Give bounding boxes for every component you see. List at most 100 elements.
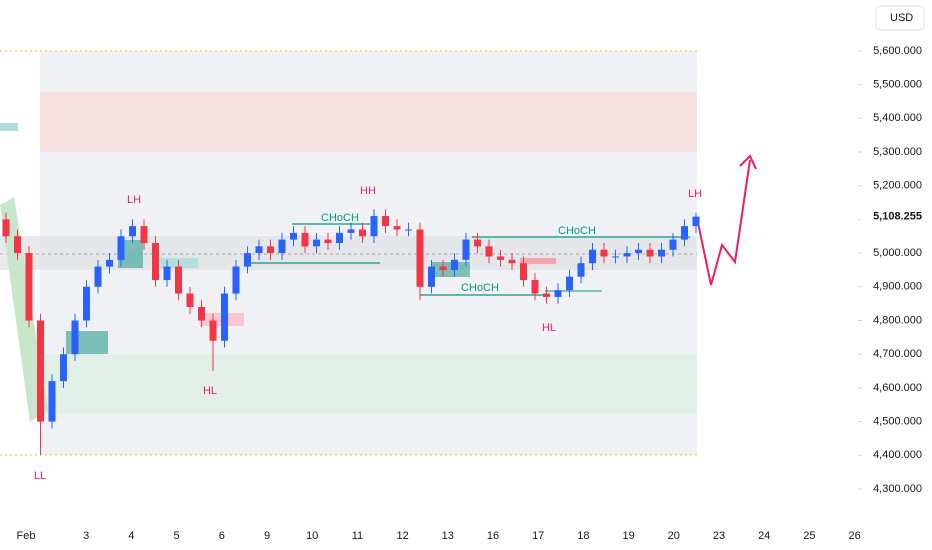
candle-body [589,249,596,264]
candle-body [428,266,435,287]
y-tick-label: 4,300.000 [873,483,922,495]
structure-label: LH [127,194,141,206]
y-tick-label: 4,900.000 [873,281,922,293]
candle-body [485,246,493,257]
candle-body [255,246,263,254]
candle-body [543,293,550,297]
y-tick-label: 5,600.000 [873,45,922,57]
candle-body [658,249,665,257]
currency-button[interactable] [875,5,925,31]
candle-body [554,290,562,297]
x-tick-label: 12 [396,530,408,542]
y-tick-label: 5,400.000 [873,112,922,124]
candle-body [600,249,608,257]
y-tick-label: 4,500.000 [873,416,922,428]
candle-body [152,242,159,281]
candle-body [244,253,251,267]
channel [0,197,48,422]
candle-body [416,229,424,287]
x-tick-label: 9 [264,530,270,542]
order-block [152,258,198,268]
candle-body [669,239,677,250]
candle-body [60,354,67,382]
candle-body [37,320,44,422]
candle-body [531,280,539,294]
x-tick-label: 5 [174,530,180,542]
candle-body [393,226,401,230]
candle-body [186,293,194,308]
x-tick-label: 24 [758,530,770,542]
candle-body [497,256,504,260]
candle-body [129,226,136,237]
candle-body [2,219,10,237]
candle-body [232,266,240,294]
forecast-arrow [739,154,757,170]
structure-label: HL [542,322,556,334]
candle-body [71,320,79,355]
candle-body [405,229,412,231]
candle-body [692,216,700,227]
currency-label: USD [890,12,913,24]
candle-body [623,253,631,257]
candle-body [221,293,228,341]
y-tick-label: 4,800.000 [873,314,922,326]
candle-body [370,216,378,237]
candle-body [508,259,516,264]
structure-label: LH [688,188,702,200]
candle-body [106,259,113,267]
y-tick-label: 5,300.000 [873,146,922,158]
structure-label: CHoCH [461,282,499,294]
candle-body [313,239,320,247]
structure-label: LL [34,470,46,482]
y-tick-label: 4,400.000 [873,449,922,461]
candle-body [439,266,447,270]
structure-label: HL [203,385,217,397]
x-tick-label: 17 [532,530,544,542]
y-tick-label: 5,000.000 [873,247,922,259]
supply-zone [40,92,697,152]
y-tick-label: 5,500.000 [873,78,922,90]
candle-body [209,320,217,341]
candle-body [681,226,688,240]
y-tick-label: 5,200.000 [873,180,922,192]
candle-body [94,266,102,287]
candle-body [83,286,90,321]
x-tick-label: 16 [487,530,499,542]
structure-label: CHoCH [321,212,359,224]
candle-body [25,253,33,321]
candle-body [451,259,458,270]
last-price-marker [860,207,928,226]
x-tick-label: 23 [713,530,725,542]
x-tick-label: 20 [668,530,680,542]
candle-body [301,232,309,247]
candle-body [462,239,470,260]
x-tick-label: 19 [622,530,634,542]
candle-body [117,236,125,260]
candle-body [646,249,654,257]
demand-zone [40,354,697,414]
candle-body [324,239,332,243]
y-tick-label: 4,700.000 [873,348,922,360]
candle-body [175,266,182,294]
candle-body [198,307,205,321]
x-tick-label: 10 [306,530,318,542]
candle-body [290,232,297,240]
candle-body [577,263,585,277]
candle-body [359,229,366,237]
candle-body [140,226,148,243]
x-tick-label: 26 [848,530,860,542]
y-tick-label: 4,600.000 [873,382,922,394]
candle-body [48,381,56,422]
x-tick-label: 3 [83,530,89,542]
candle-body [382,216,389,227]
structure-label: CHoCH [558,225,596,237]
candle-body [566,276,573,291]
x-tick-label: 25 [803,530,815,542]
x-tick-label: 18 [577,530,589,542]
forecast-path [696,159,751,286]
candle-body [14,236,21,254]
x-tick-label: Feb [17,530,36,542]
x-tick-label: 4 [128,530,134,542]
candle-body [474,239,481,247]
candle-body [520,263,527,281]
